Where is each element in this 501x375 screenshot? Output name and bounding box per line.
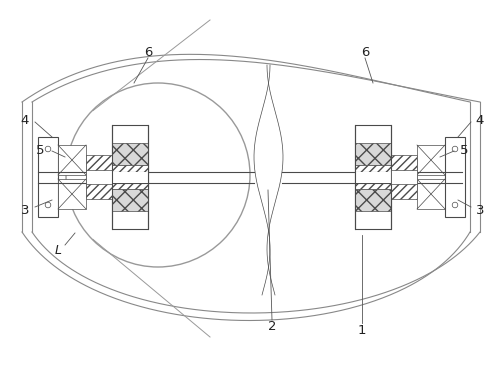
Text: 5: 5	[36, 144, 44, 156]
Circle shape	[45, 202, 51, 208]
Text: L: L	[55, 243, 62, 256]
Bar	[86, 155, 112, 199]
Text: 5: 5	[459, 144, 467, 156]
Bar	[444, 137, 464, 217]
Bar	[390, 155, 416, 199]
Bar	[416, 145, 444, 175]
Bar	[112, 125, 148, 229]
Bar	[416, 179, 444, 209]
Text: 4: 4	[21, 114, 29, 126]
Bar	[354, 165, 390, 189]
Circle shape	[451, 202, 457, 208]
Bar	[38, 137, 58, 217]
Bar	[354, 125, 390, 229]
Bar	[112, 165, 148, 189]
Text: 3: 3	[475, 204, 483, 216]
Circle shape	[45, 146, 51, 152]
Text: 4: 4	[475, 114, 483, 126]
Bar	[112, 189, 148, 211]
Text: 2: 2	[267, 321, 276, 333]
Bar	[112, 171, 148, 183]
Bar	[58, 179, 86, 209]
Bar	[112, 143, 148, 165]
Text: 6: 6	[143, 46, 152, 60]
Text: 3: 3	[21, 204, 29, 216]
Bar	[86, 170, 112, 184]
Text: 6: 6	[360, 46, 368, 60]
Bar	[58, 145, 86, 175]
Bar	[390, 170, 416, 184]
Text: 1: 1	[357, 324, 366, 336]
Circle shape	[451, 146, 457, 152]
Bar	[354, 143, 390, 165]
Bar	[354, 171, 390, 183]
Bar	[354, 189, 390, 211]
